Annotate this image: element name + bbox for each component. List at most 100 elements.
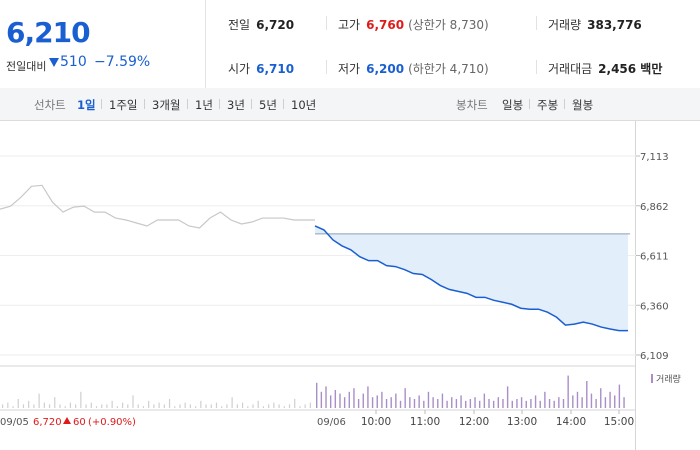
volume-bar-prev [137, 404, 139, 408]
volume-bar-today [558, 397, 560, 408]
volume-bar-today [390, 397, 392, 408]
volume-bar-prev [268, 404, 270, 408]
x-tick-label: 13:00 [507, 416, 537, 428]
prev-day-line [0, 184, 315, 229]
volume-bar-prev [309, 402, 311, 408]
decline-fill [315, 225, 628, 331]
y-axis-panel [635, 121, 700, 450]
volume-bar-prev [179, 404, 181, 408]
volume-bar-prev [184, 402, 186, 408]
volume-bar-today [544, 391, 546, 408]
volume-bar-today [586, 381, 588, 408]
volume-bar-prev [38, 393, 40, 408]
price-summary: 6,210 전일대비 510 −7.59% [0, 0, 206, 88]
prev-change-pct: (+0.90%) [88, 417, 136, 428]
volume-bar-today [353, 388, 355, 408]
y-axis-ticks: 7,113 6,862 6,611 6,360 6,109 [636, 152, 669, 362]
volume-bar-prev [28, 400, 30, 408]
x-label-today-date: 09/06 [317, 417, 346, 428]
change-label: 전일대비 [6, 60, 47, 73]
volume-bar-prev [299, 406, 301, 408]
volume-bar-prev [252, 404, 254, 408]
down-arrow-icon [49, 58, 59, 67]
volume-bar-today [530, 399, 532, 408]
volume-bar-prev [75, 404, 77, 408]
y-tick-label: 6,611 [640, 252, 669, 263]
tab-10y[interactable]: 10년 [291, 98, 317, 112]
x-tick-label: 12:00 [459, 416, 489, 428]
volume-bar-prev [90, 402, 92, 408]
volume-bar-today [576, 391, 579, 408]
volume-bar-prev [59, 404, 61, 408]
volume-bar-prev [283, 406, 285, 408]
tab-1w[interactable]: 1주일 [109, 98, 138, 112]
volume-bar-prev [17, 399, 19, 408]
volume-bar-today [437, 399, 439, 408]
volume-bar-today [478, 400, 481, 408]
tab-1d[interactable]: 1일 [77, 98, 96, 112]
volume-legend-label: 거래량 [656, 373, 681, 385]
volume-bar-prev [85, 404, 87, 408]
stat-label: 저가 [338, 62, 361, 76]
tab-3y[interactable]: 3년 [227, 98, 245, 112]
tab-weekly[interactable]: 주봉 [537, 98, 559, 112]
divider [219, 99, 220, 109]
volume-bar-today [451, 397, 453, 408]
change-percent: −7.59% [94, 54, 151, 70]
volume-bar-prev [80, 391, 82, 408]
volume-bar-today [492, 400, 495, 408]
x-tick-label: 10:00 [361, 416, 391, 428]
volume-bar-today [604, 397, 607, 408]
volume-bar-prev [69, 402, 72, 408]
tab-daily[interactable]: 일봉 [502, 98, 524, 112]
volume-bar-prev [168, 399, 171, 408]
volume-bar-prev [22, 404, 25, 408]
volume-bar-prev [200, 400, 202, 408]
volume-bar-prev [294, 399, 296, 408]
x-axis-labels: 09/05 6,720 60 (+0.90%) 09/06 10:00 11:00 12:00… [0, 410, 634, 428]
volume-bar-prev [205, 404, 207, 408]
volume-bar-today [455, 399, 458, 408]
stat-value: 2,456 백만 [598, 62, 663, 76]
volume-bar-prev [288, 404, 291, 408]
volume-bar-prev [95, 406, 98, 408]
volume-bar-today [427, 391, 430, 408]
tab-5y[interactable]: 5년 [259, 98, 277, 112]
volume-bar-today [474, 397, 476, 408]
candle-chart-label: 봉차트 [456, 98, 488, 112]
volume-bar-prev [43, 402, 45, 408]
volume-bar-prev [304, 404, 306, 408]
volume-bar-today [534, 395, 537, 408]
volume-bar-today [567, 375, 569, 408]
volume-bars [2, 375, 625, 408]
volume-bar-prev [48, 404, 51, 408]
volume-bar-today [418, 395, 420, 408]
tab-3m[interactable]: 3개월 [152, 98, 181, 112]
volume-bar-today [367, 386, 369, 408]
volume-bar-prev [54, 397, 56, 408]
current-price: 6,210 [6, 16, 91, 49]
divider [101, 99, 102, 109]
volume-bar-today [339, 393, 341, 408]
volume-bar-prev [142, 406, 145, 408]
tab-monthly[interactable]: 월봉 [572, 98, 594, 112]
tab-1y[interactable]: 1년 [195, 98, 213, 112]
volume-bar-today [348, 391, 350, 408]
volume-bar-prev [163, 404, 165, 408]
volume-bar-today [600, 388, 602, 408]
volume-bar-prev [231, 397, 233, 408]
volume-bar-prev [174, 406, 176, 408]
volume-bar-today [423, 400, 425, 408]
volume-bar-today [362, 393, 364, 408]
volume-bar-today [525, 400, 527, 408]
stat-label: 고가 [338, 18, 361, 32]
volume-bar-prev [189, 404, 191, 408]
volume-bar-prev [241, 402, 244, 408]
x-tick-label: 11:00 [410, 416, 440, 428]
stat-volume: 거래량 383,776 [548, 16, 642, 33]
volume-bar-today [404, 388, 406, 408]
divider [529, 99, 530, 109]
volume-bar-prev [111, 400, 113, 408]
volume-bar-today [325, 386, 327, 408]
x-tick-label: 14:00 [556, 416, 586, 428]
